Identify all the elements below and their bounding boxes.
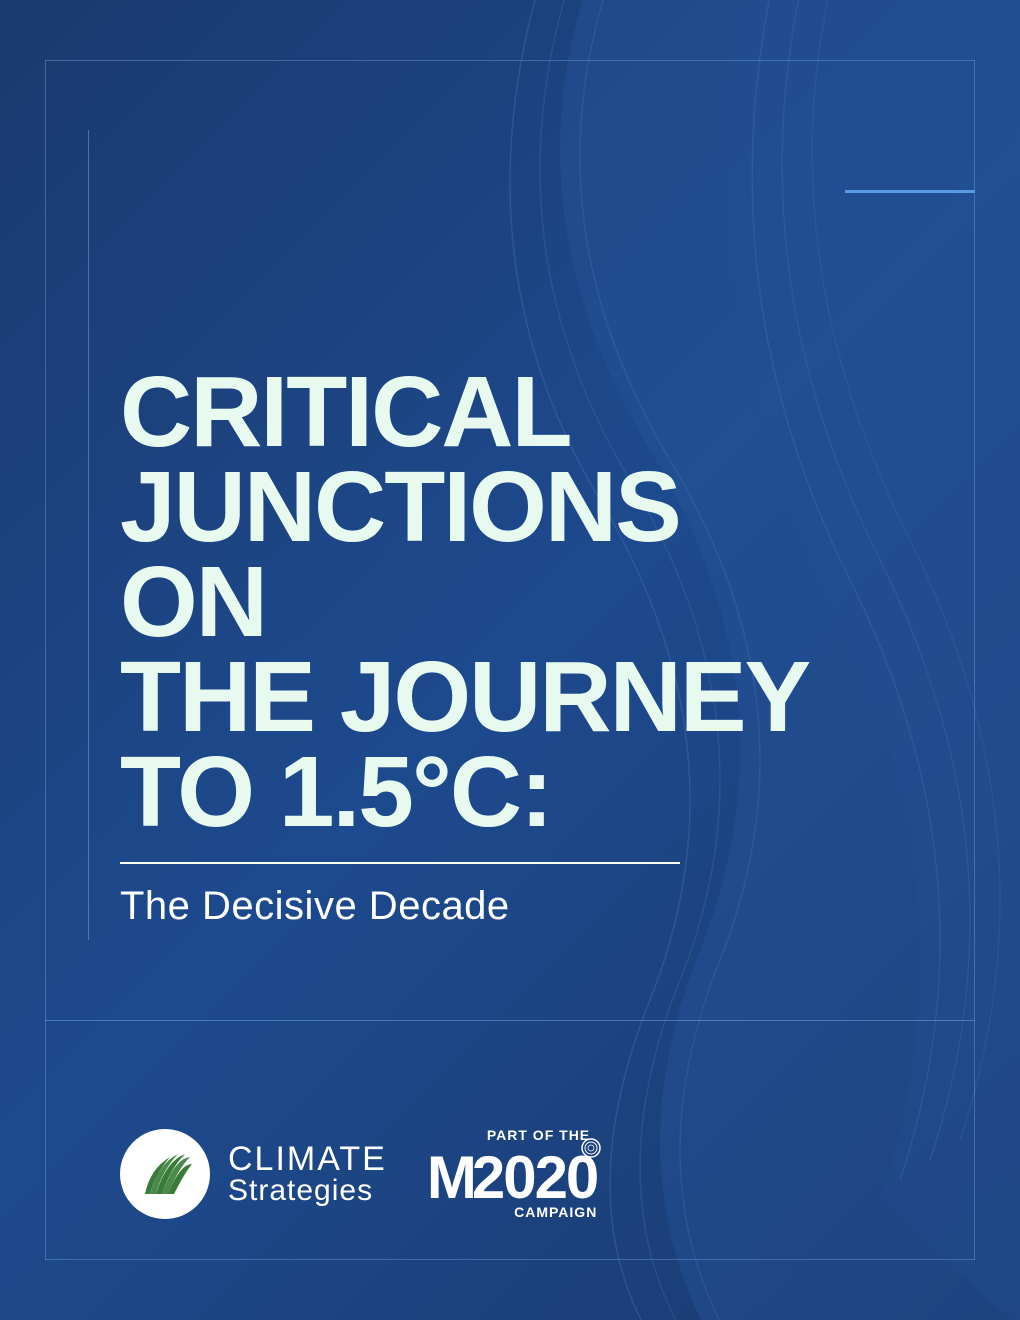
cover-page: CRITICAL JUNCTIONS ON THE JOURNEY TO 1.5… [0,0,1020,1320]
m2020-main-text: M 2020 [427,1143,597,1212]
globe-icon [580,1137,602,1159]
frame-border-right [974,60,975,1260]
m2020-m-glyph: M [427,1143,472,1212]
m2020-top-label: PART OF THE [487,1127,590,1143]
m2020-numbers: 2020 [472,1143,597,1212]
subtitle: The Decisive Decade [120,884,820,929]
m2020-bottom-label: CAMPAIGN [514,1204,597,1220]
m2020-logo: PART OF THE M 2020 CAMPAIGN [427,1127,597,1220]
accent-line-horizontal-bottom [45,1020,975,1021]
climate-logo-circle [120,1129,210,1219]
logo-row: CLIMATE Strategies PART OF THE M 2020 CA… [120,1127,597,1220]
climate-text-top: CLIMATE [228,1142,387,1176]
frame-border-left [45,60,46,1260]
climate-text-bottom: Strategies [228,1176,387,1206]
frame-border-top [45,60,975,61]
frame-border-bottom [45,1259,975,1260]
title-block: CRITICAL JUNCTIONS ON THE JOURNEY TO 1.5… [120,365,820,929]
accent-line-vertical-left [88,130,89,940]
climate-logo-text: CLIMATE Strategies [228,1142,387,1206]
leaf-icon [130,1139,200,1209]
title-underline [120,862,680,864]
title-line-4: TO 1.5°C: [120,736,551,848]
title-line-2: JUNCTIONS ON [120,451,680,658]
accent-line-top-right [845,190,975,193]
main-title: CRITICAL JUNCTIONS ON THE JOURNEY TO 1.5… [120,365,820,840]
climate-strategies-logo: CLIMATE Strategies [120,1129,387,1219]
